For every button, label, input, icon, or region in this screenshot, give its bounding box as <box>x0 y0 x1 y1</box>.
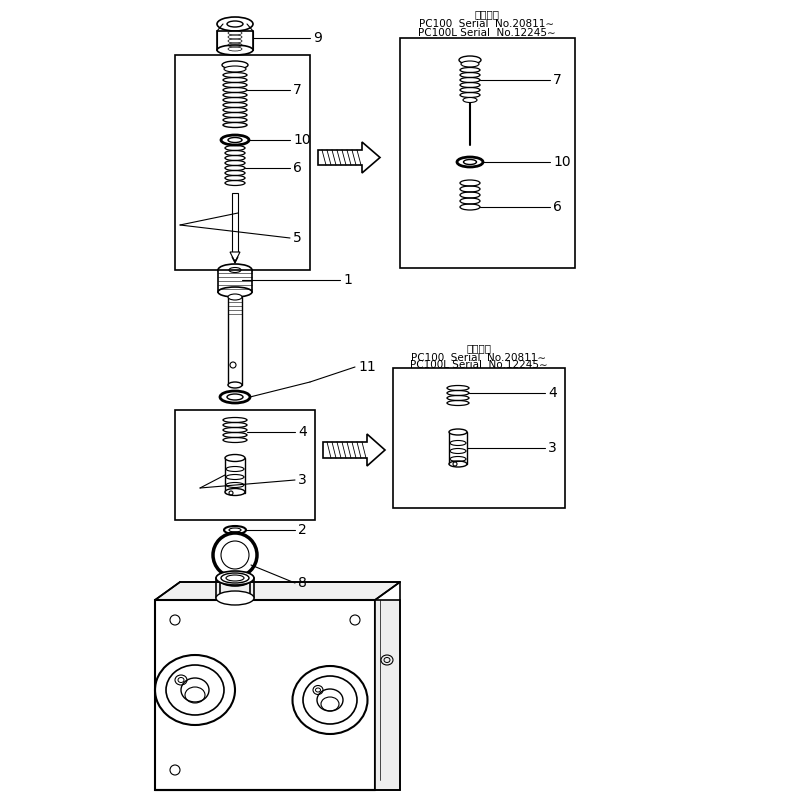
Ellipse shape <box>220 391 250 403</box>
Polygon shape <box>230 252 240 262</box>
Text: PC100L Serial  No.12245∼: PC100L Serial No.12245∼ <box>410 360 548 370</box>
Bar <box>400 38 575 268</box>
Bar <box>232 193 238 252</box>
Text: PC100  Serial  No.20811∼: PC100 Serial No.20811∼ <box>412 353 546 363</box>
Polygon shape <box>318 142 380 173</box>
Ellipse shape <box>464 159 476 165</box>
Text: PC100  Serial  No.20811∼: PC100 Serial No.20811∼ <box>419 19 555 29</box>
Ellipse shape <box>216 591 254 605</box>
Text: 10: 10 <box>553 155 571 169</box>
Ellipse shape <box>217 45 253 55</box>
Ellipse shape <box>223 122 247 127</box>
Text: 7: 7 <box>553 73 562 87</box>
Text: 3: 3 <box>298 473 307 487</box>
Text: 7: 7 <box>293 83 301 97</box>
Ellipse shape <box>224 66 246 72</box>
Ellipse shape <box>224 576 246 584</box>
Ellipse shape <box>218 287 252 297</box>
Ellipse shape <box>218 264 252 276</box>
Ellipse shape <box>457 157 483 167</box>
Ellipse shape <box>229 528 241 532</box>
Text: 4: 4 <box>548 386 556 400</box>
Ellipse shape <box>224 526 246 534</box>
Ellipse shape <box>461 61 479 67</box>
Bar <box>449 432 467 464</box>
Ellipse shape <box>459 56 481 64</box>
Bar <box>218 270 252 292</box>
Ellipse shape <box>449 461 467 467</box>
Ellipse shape <box>220 574 250 586</box>
Polygon shape <box>155 582 400 600</box>
Text: 1: 1 <box>343 273 352 287</box>
Polygon shape <box>323 434 385 466</box>
Text: 適用号機: 適用号機 <box>467 343 492 353</box>
Text: 8: 8 <box>298 576 307 590</box>
Ellipse shape <box>463 98 477 102</box>
Ellipse shape <box>221 573 249 583</box>
Text: 10: 10 <box>293 133 311 147</box>
Ellipse shape <box>228 138 242 142</box>
Text: 3: 3 <box>548 441 556 455</box>
Text: 6: 6 <box>553 200 562 214</box>
Ellipse shape <box>225 489 245 495</box>
Ellipse shape <box>227 394 243 400</box>
Ellipse shape <box>220 604 250 616</box>
Ellipse shape <box>216 571 254 585</box>
Text: 4: 4 <box>298 425 307 439</box>
Bar <box>155 600 375 790</box>
Bar <box>228 297 242 385</box>
Text: 5: 5 <box>293 231 301 245</box>
Ellipse shape <box>217 17 253 31</box>
Ellipse shape <box>225 454 245 462</box>
Ellipse shape <box>449 429 467 435</box>
Bar <box>175 55 310 270</box>
Bar <box>375 600 400 790</box>
Text: PC100L Serial  No.12245∼: PC100L Serial No.12245∼ <box>418 28 556 38</box>
Ellipse shape <box>221 135 249 145</box>
Circle shape <box>213 533 257 577</box>
Text: 適用号機: 適用号機 <box>475 9 500 19</box>
Ellipse shape <box>228 382 242 388</box>
Polygon shape <box>217 31 253 50</box>
Text: 6: 6 <box>293 161 302 175</box>
Bar <box>393 368 565 508</box>
Text: 2: 2 <box>298 523 307 537</box>
Bar <box>175 410 315 520</box>
Text: 9: 9 <box>313 31 322 45</box>
Text: 11: 11 <box>358 360 375 374</box>
Ellipse shape <box>228 294 242 300</box>
Ellipse shape <box>222 61 248 69</box>
Bar <box>225 458 245 493</box>
